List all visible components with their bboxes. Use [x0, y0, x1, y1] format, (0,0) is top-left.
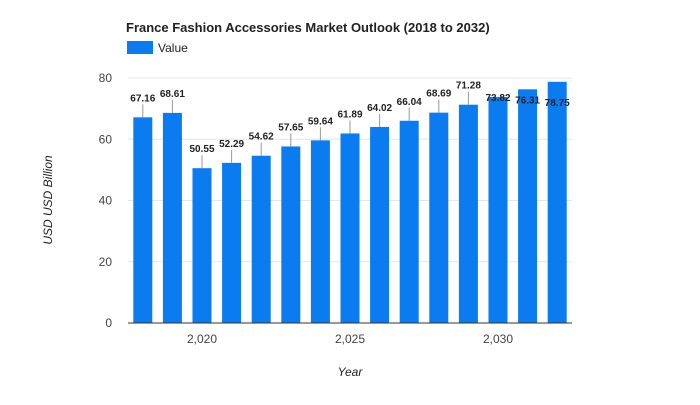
bar-2027[interactable] — [399, 120, 419, 323]
y-tick-label: 80 — [99, 71, 113, 85]
legend-swatch-value — [127, 41, 153, 54]
data-label-2020: 50.55 — [189, 144, 214, 155]
bar-2019[interactable] — [162, 112, 182, 324]
data-label-2031: 76.31 — [515, 95, 540, 106]
bar-2020[interactable] — [192, 168, 212, 323]
data-label-2022: 54.62 — [249, 132, 274, 143]
bar-2021[interactable] — [222, 162, 242, 323]
bar-2029[interactable] — [458, 104, 478, 323]
y-axis-title: USD USD Billion — [41, 155, 55, 245]
bars — [133, 81, 567, 324]
data-label-2028: 68.69 — [426, 89, 451, 100]
bar-2018[interactable] — [133, 117, 153, 323]
data-label-2021: 52.29 — [219, 139, 244, 150]
y-tick-label: 0 — [105, 316, 112, 330]
x-axis-title: Year — [338, 365, 364, 379]
y-tick-label: 20 — [99, 255, 113, 269]
bar-2026[interactable] — [370, 126, 390, 323]
data-label-2026: 64.02 — [367, 103, 392, 114]
bar-2028[interactable] — [429, 112, 449, 323]
x-axis-ticks: 2,020 2,025 2,030 — [187, 332, 513, 346]
legend-label-value: Value — [158, 41, 188, 55]
data-label-2019: 68.61 — [160, 89, 185, 100]
bar-2025[interactable] — [340, 133, 360, 323]
x-tick-label: 2,020 — [187, 332, 217, 346]
y-tick-label: 40 — [99, 194, 113, 208]
data-label-2024: 59.64 — [308, 116, 333, 127]
bar-2024[interactable] — [310, 140, 330, 323]
x-tick-label: 2,025 — [335, 332, 365, 346]
y-axis-ticks: 0 20 40 60 80 — [99, 71, 113, 330]
data-label-2029: 71.28 — [456, 81, 481, 92]
y-tick-label: 60 — [99, 132, 113, 146]
bar-2032[interactable] — [547, 81, 567, 323]
bar-2022[interactable] — [251, 155, 271, 323]
bar-2023[interactable] — [281, 146, 301, 323]
x-tick-label: 2,030 — [483, 332, 513, 346]
data-label-2027: 66.04 — [397, 97, 422, 108]
bar-2030[interactable] — [488, 96, 508, 324]
bar-2031[interactable] — [518, 89, 538, 323]
data-label-2025: 61.89 — [337, 109, 362, 120]
data-label-2032: 78.75 — [545, 98, 570, 109]
chart-title: France Fashion Accessories Market Outloo… — [126, 20, 490, 35]
label-leaders — [142, 91, 469, 169]
data-labels: 67.16 68.61 50.55 52.29 54.62 57.65 59.64 61.89… — [130, 81, 570, 155]
data-label-2030: 73.82 — [485, 93, 510, 104]
data-label-2023: 57.65 — [278, 122, 303, 133]
legend[interactable]: Value — [127, 41, 188, 55]
data-label-2018: 67.16 — [130, 93, 155, 104]
